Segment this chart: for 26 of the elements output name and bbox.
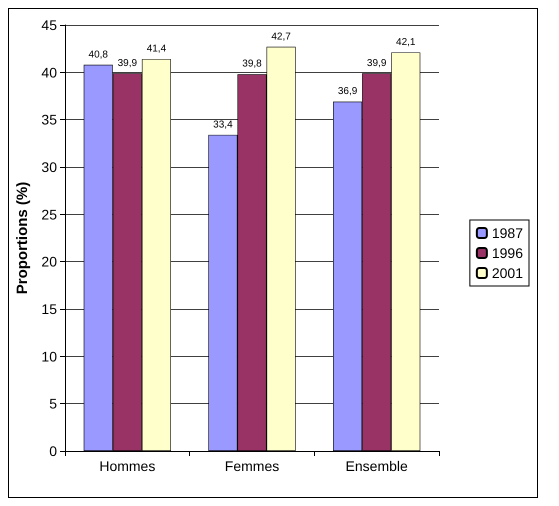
y-tick-label: 0 <box>49 443 58 459</box>
y-tick-label: 45 <box>41 17 58 33</box>
data-label: 36,9 <box>338 86 358 98</box>
legend-label: 1987 <box>492 225 524 241</box>
y-tick-label: 15 <box>41 301 58 317</box>
data-label: 42,1 <box>396 36 416 48</box>
y-tick-label: 30 <box>41 159 58 175</box>
y-tick-label: 40 <box>41 64 58 80</box>
x-tick-label: Ensemble <box>346 458 408 474</box>
y-tick-label: 25 <box>41 206 58 222</box>
data-label: 39,8 <box>242 58 262 70</box>
data-label: 39,9 <box>366 58 387 69</box>
data-label: 33,4 <box>213 119 234 130</box>
y-axis-title: Proportions (%) <box>14 182 31 294</box>
y-tick-label: 20 <box>41 254 58 270</box>
x-tick-label: Hommes <box>99 458 156 474</box>
data-label: 42,7 <box>271 31 292 42</box>
y-tick-label: 5 <box>49 396 58 412</box>
legend-label: 1996 <box>492 245 524 261</box>
x-tick-label: Femmes <box>224 458 280 474</box>
data-label: 40,8 <box>88 49 108 60</box>
data-label: 41,4 <box>146 44 167 55</box>
data-label: 39,9 <box>118 58 138 69</box>
y-tick-label: 10 <box>41 348 58 364</box>
legend-label: 2001 <box>492 265 524 281</box>
y-tick-label: 35 <box>41 112 58 128</box>
